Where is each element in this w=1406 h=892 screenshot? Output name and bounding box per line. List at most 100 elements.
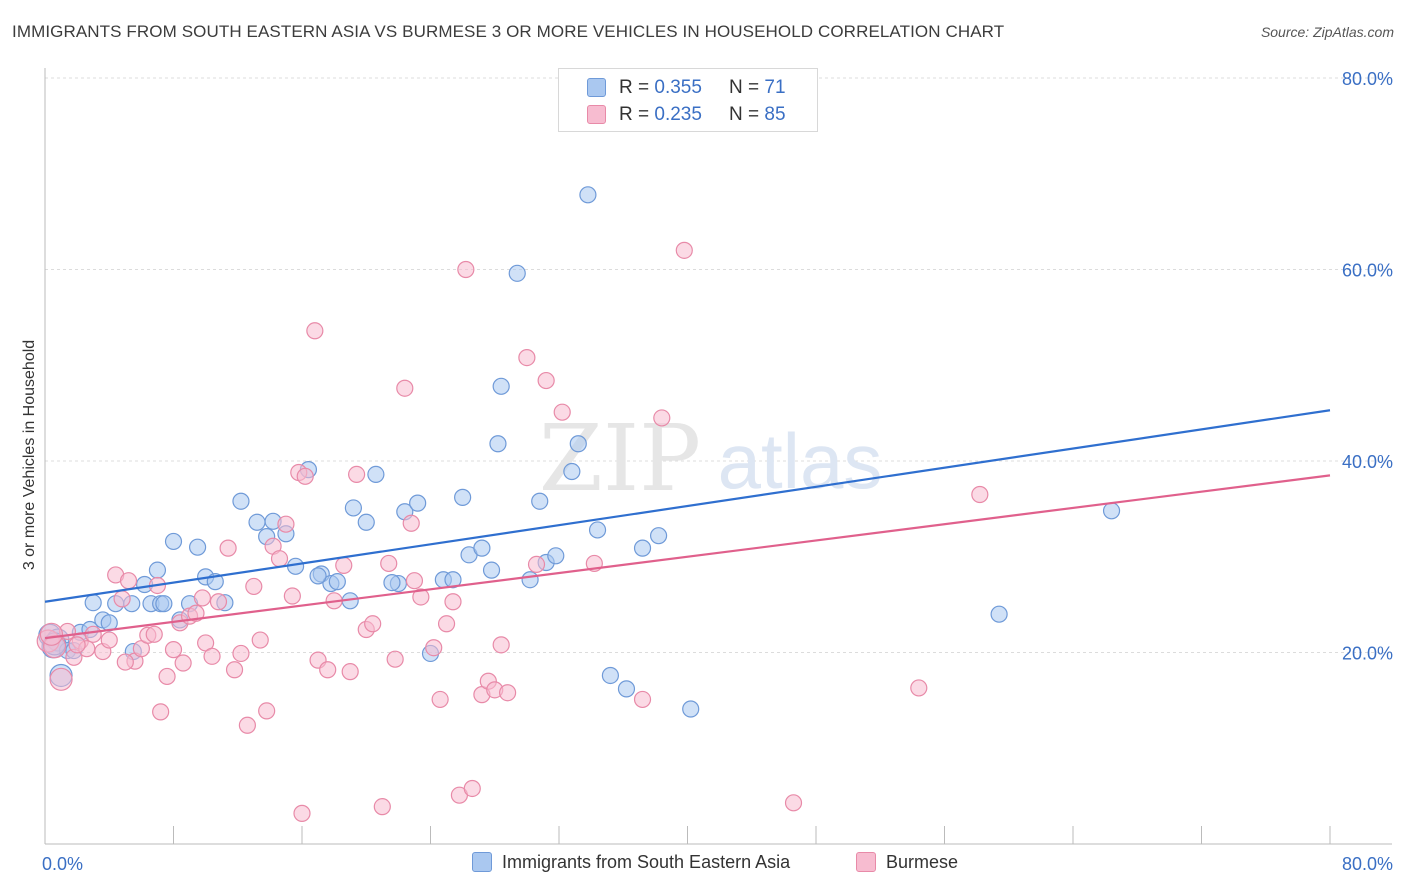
point-blue [328, 573, 346, 591]
point-blue [309, 567, 327, 585]
point-pink [653, 409, 671, 427]
point-blue [344, 499, 362, 517]
point-pink [341, 663, 359, 681]
point-blue [492, 377, 510, 395]
point-blue [232, 492, 250, 510]
point-pink [251, 631, 269, 649]
point-pink [258, 702, 276, 720]
point-pink [319, 661, 337, 679]
point-pink [293, 804, 311, 822]
points-layer [36, 186, 1121, 822]
point-blue [547, 547, 565, 565]
point-blue [682, 700, 700, 718]
point-pink [152, 703, 170, 721]
point-pink [283, 587, 301, 605]
point-pink [396, 379, 414, 397]
point-blue [588, 521, 607, 539]
y-tick-label: 60.0% [1342, 261, 1393, 281]
point-blue [649, 527, 668, 545]
bottom-legend-swatch-pink [856, 852, 876, 872]
point-blue [444, 571, 462, 589]
point-pink [164, 641, 183, 659]
point-pink [119, 572, 138, 590]
point-blue [188, 538, 207, 556]
bottom-legend-label: Burmese [886, 852, 959, 872]
point-pink [437, 615, 456, 633]
chart-title: IMMIGRANTS FROM SOUTH EASTERN ASIA VS BU… [12, 22, 1005, 41]
bottom-legend-label: Immigrants from South Eastern Asia [502, 852, 791, 872]
point-pink [100, 631, 118, 649]
point-blue [164, 532, 183, 551]
point-pink [527, 555, 546, 574]
point-pink [296, 467, 314, 485]
gridlines [45, 77, 1392, 653]
point-pink [49, 667, 73, 691]
point-pink [463, 779, 481, 798]
point-pink [633, 690, 652, 709]
point-pink [193, 589, 212, 607]
legend-n-value: 85 [764, 104, 786, 125]
point-pink [68, 636, 86, 654]
point-pink [412, 588, 430, 606]
point-pink [537, 371, 555, 390]
point-pink [492, 636, 510, 654]
point-pink [971, 485, 989, 504]
axes [44, 68, 1392, 845]
point-pink [209, 593, 228, 611]
point-blue [531, 492, 549, 510]
y-tick-label: 80.0% [1342, 69, 1393, 89]
point-blue [617, 680, 636, 698]
point-pink [39, 622, 64, 646]
point-pink [373, 798, 391, 816]
point-pink [364, 615, 382, 633]
point-pink [174, 654, 192, 672]
point-pink [238, 716, 256, 734]
point-blue [84, 594, 102, 612]
legend-n-value: 71 [764, 77, 786, 98]
point-pink [402, 514, 420, 532]
point-pink [84, 625, 102, 643]
point-blue [569, 435, 587, 453]
point-blue [357, 513, 375, 531]
point-pink [232, 644, 250, 663]
tick-labels: 20.0% 40.0% 60.0% 80.0% 0.0% 80.0% [42, 69, 1393, 874]
legend-n-label: N = [729, 104, 765, 125]
point-pink [553, 403, 571, 421]
source-label: Source: ZipAtlas.com [1260, 24, 1394, 40]
legend: R = 0.355 N = 71 R = 0.235 N = 85 [558, 68, 818, 132]
y-tick-label: 40.0% [1342, 452, 1393, 472]
legend-n-label: N = [729, 77, 765, 98]
point-blue [148, 561, 167, 579]
point-pink [910, 679, 928, 697]
point-pink [245, 577, 263, 596]
point-pink [277, 515, 295, 533]
point-pink [348, 465, 366, 484]
point-blue [521, 571, 539, 589]
point-pink [116, 653, 134, 671]
point-pink [518, 348, 536, 367]
y-tick-label: 20.0% [1342, 644, 1393, 664]
point-blue [508, 264, 526, 282]
trend-line-pink [44, 474, 1331, 640]
legend-r-value: 0.355 [654, 77, 702, 98]
point-pink [457, 260, 475, 279]
point-blue [633, 539, 652, 557]
point-blue [1102, 502, 1121, 520]
y-axis-label: 3 or more Vehicles in Household [21, 339, 38, 571]
point-pink [380, 554, 398, 573]
legend-swatch-pink [587, 105, 606, 124]
point-pink [386, 650, 404, 668]
point-blue [482, 561, 501, 579]
point-pink [431, 690, 449, 709]
point-pink [225, 661, 244, 679]
point-pink [784, 794, 803, 812]
trend-lines [44, 409, 1331, 640]
point-pink [113, 590, 131, 608]
legend-r-value: 0.235 [654, 104, 702, 125]
watermark: ZIP atlas [539, 405, 882, 512]
point-blue [248, 513, 266, 531]
point-pink [405, 572, 424, 590]
legend-r-label: R = [619, 104, 655, 125]
x-tick-label: 80.0% [1342, 854, 1393, 874]
